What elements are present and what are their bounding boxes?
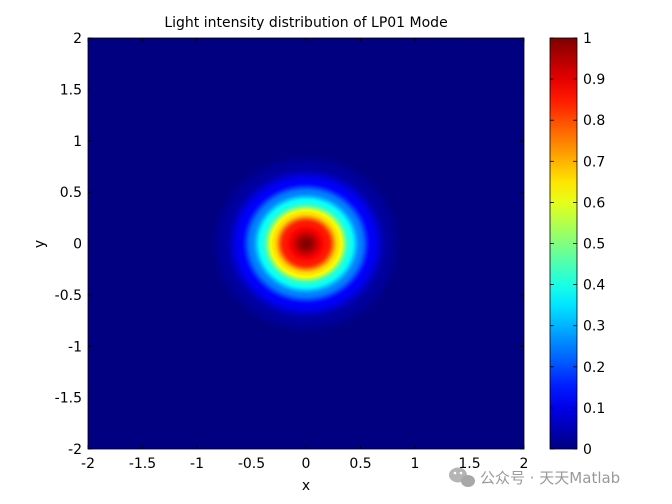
colorbar-tick-label: 0.8 bbox=[583, 113, 605, 129]
y-axis-label: y bbox=[32, 240, 48, 248]
colorbar-tick-label: 0.7 bbox=[583, 154, 605, 170]
plot-area bbox=[87, 37, 525, 450]
y-tick-label: -2 bbox=[68, 442, 82, 458]
colorbar-tick-label: 0.9 bbox=[583, 72, 605, 88]
colorbar-tick-label: 0.3 bbox=[583, 319, 605, 335]
x-tick-label: 0 bbox=[302, 456, 311, 472]
x-tick-label: 1 bbox=[411, 456, 420, 472]
x-axis-label: x bbox=[302, 478, 310, 494]
colorbar-tick-label: 1 bbox=[583, 31, 592, 47]
y-axis: 2 1.5 1 0.5 0 -0.5 -1 -1.5 -2 bbox=[55, 31, 524, 458]
chart-title: Light intensity distribution of LP01 Mod… bbox=[164, 15, 447, 31]
x-tick-label: 1.5 bbox=[458, 456, 480, 472]
colorbar-gradient bbox=[550, 38, 577, 449]
colorbar-tick-label: 0.6 bbox=[583, 195, 605, 211]
colorbar-ticks: 1 0.9 0.8 0.7 0.6 0.5 0.4 0.3 0.2 0.1 0 bbox=[550, 31, 605, 458]
y-tick-label: 2 bbox=[73, 31, 82, 47]
x-tick-label: -1.5 bbox=[129, 456, 156, 472]
colorbar: 1 0.9 0.8 0.7 0.6 0.5 0.4 0.3 0.2 0.1 0 bbox=[549, 31, 605, 458]
x-axis: -2 -1.5 -1 -0.5 0 0.5 1 1.5 2 bbox=[81, 38, 528, 472]
y-tick-label: -1.5 bbox=[55, 391, 82, 407]
x-tick-label: 2 bbox=[520, 456, 529, 472]
x-tick-label: 0.5 bbox=[349, 456, 371, 472]
colorbar-tick-label: 0.5 bbox=[583, 237, 605, 253]
y-tick-label: 1 bbox=[73, 134, 82, 150]
watermark-text: 公众号 · 天天Matlab bbox=[480, 469, 620, 487]
y-tick-label: 1.5 bbox=[60, 82, 82, 98]
colorbar-tick-label: 0.2 bbox=[583, 360, 605, 376]
wechat-icon bbox=[449, 467, 475, 487]
y-tick-label: 0.5 bbox=[60, 185, 82, 201]
watermark: 公众号 · 天天Matlab bbox=[449, 467, 620, 487]
y-tick-label: 0 bbox=[73, 237, 82, 253]
x-tick-label: -1 bbox=[190, 456, 204, 472]
x-tick-label: -2 bbox=[81, 456, 95, 472]
y-tick-label: -0.5 bbox=[55, 288, 82, 304]
colorbar-tick-label: 0 bbox=[583, 442, 592, 458]
colorbar-tick-label: 0.1 bbox=[583, 401, 605, 417]
x-tick-label: -0.5 bbox=[238, 456, 265, 472]
intensity-heatmap bbox=[88, 38, 524, 449]
colorbar-tick-label: 0.4 bbox=[583, 278, 605, 294]
y-tick-label: -1 bbox=[68, 339, 82, 355]
